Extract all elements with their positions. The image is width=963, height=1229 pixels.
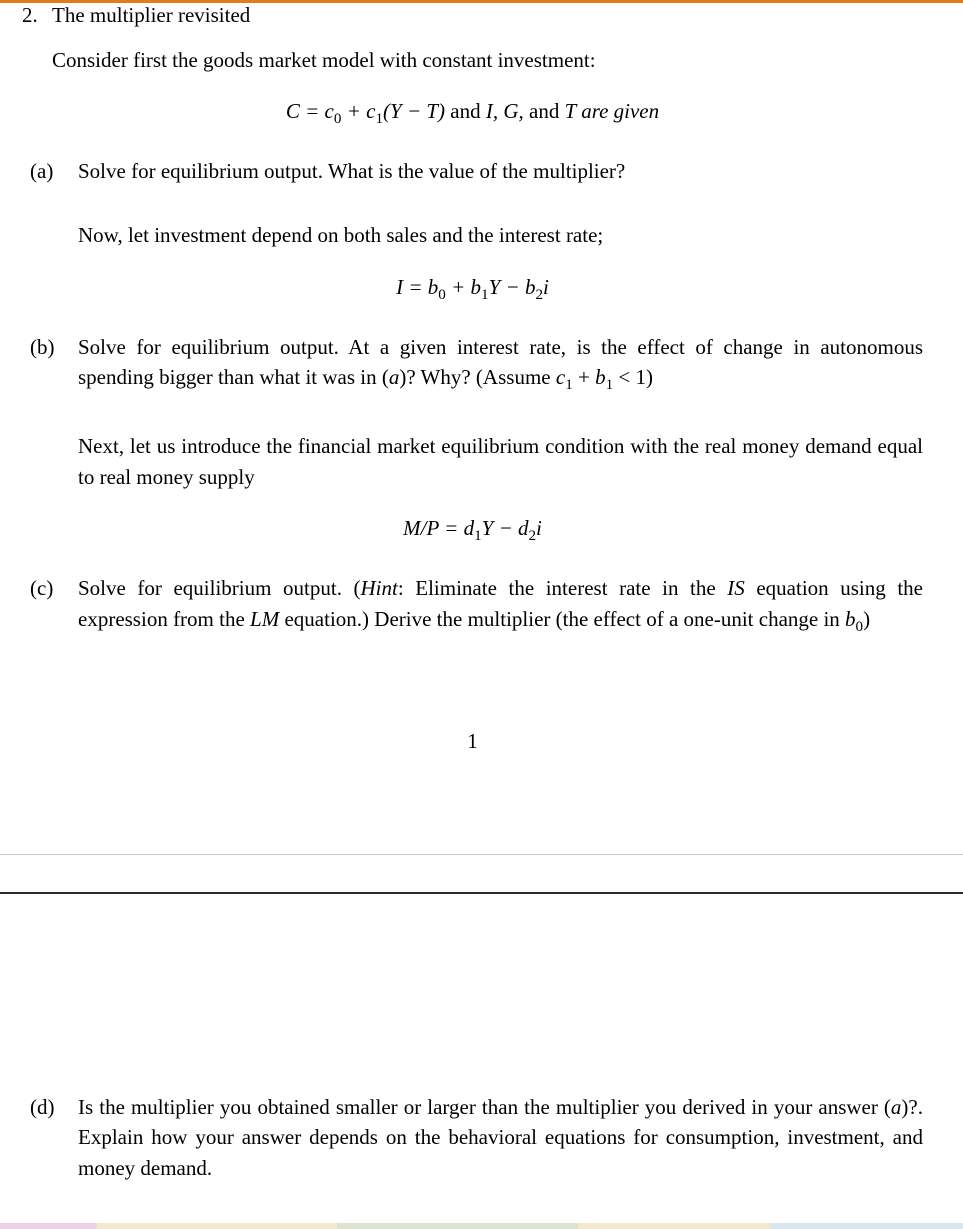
part-a: (a) Solve for equilibrium output. What i… (22, 156, 923, 186)
page-1-content: 2. The multiplier revisited Consider fir… (0, 3, 963, 854)
equation-1: C = c0 + c1(Y − T) and I, G, and T are g… (22, 99, 923, 128)
part-b-text: Solve for equilibrium output. At a given… (78, 332, 923, 398)
part-b: (b) Solve for equilibrium output. At a g… (22, 332, 923, 398)
page-2-content: (d) Is the multiplier you obtained small… (0, 894, 963, 1223)
part-d-text: Is the multiplier you obtained smaller o… (78, 1092, 923, 1183)
follow-text-a: Now, let investment depend on both sales… (78, 220, 923, 250)
problem-title: The multiplier revisited (52, 3, 250, 28)
part-a-text: Solve for equilibrium output. What is th… (78, 156, 923, 186)
part-c-text: Solve for equilibrium output. (Hint: Eli… (78, 573, 923, 639)
part-b-label: (b) (22, 332, 78, 398)
problem-number: 2. (22, 3, 52, 28)
problem-heading: 2. The multiplier revisited (22, 3, 923, 28)
part-d-label: (d) (22, 1092, 78, 1183)
part-a-label: (a) (22, 156, 78, 186)
bottom-color-edge (0, 1223, 963, 1229)
part-c: (c) Solve for equilibrium output. (Hint:… (22, 573, 923, 639)
part-c-label: (c) (22, 573, 78, 639)
page-number: 1 (22, 729, 923, 754)
intro-text: Consider first the goods market model wi… (52, 46, 923, 74)
follow-text-b: Next, let us introduce the financial mar… (78, 431, 923, 492)
equation-3: M/P = d1Y − d2i (22, 516, 923, 545)
equation-2: I = b0 + b1Y − b2i (22, 275, 923, 304)
document-page: 2. The multiplier revisited Consider fir… (0, 0, 963, 1229)
part-d: (d) Is the multiplier you obtained small… (22, 1092, 923, 1183)
page-break-gap (0, 854, 963, 894)
